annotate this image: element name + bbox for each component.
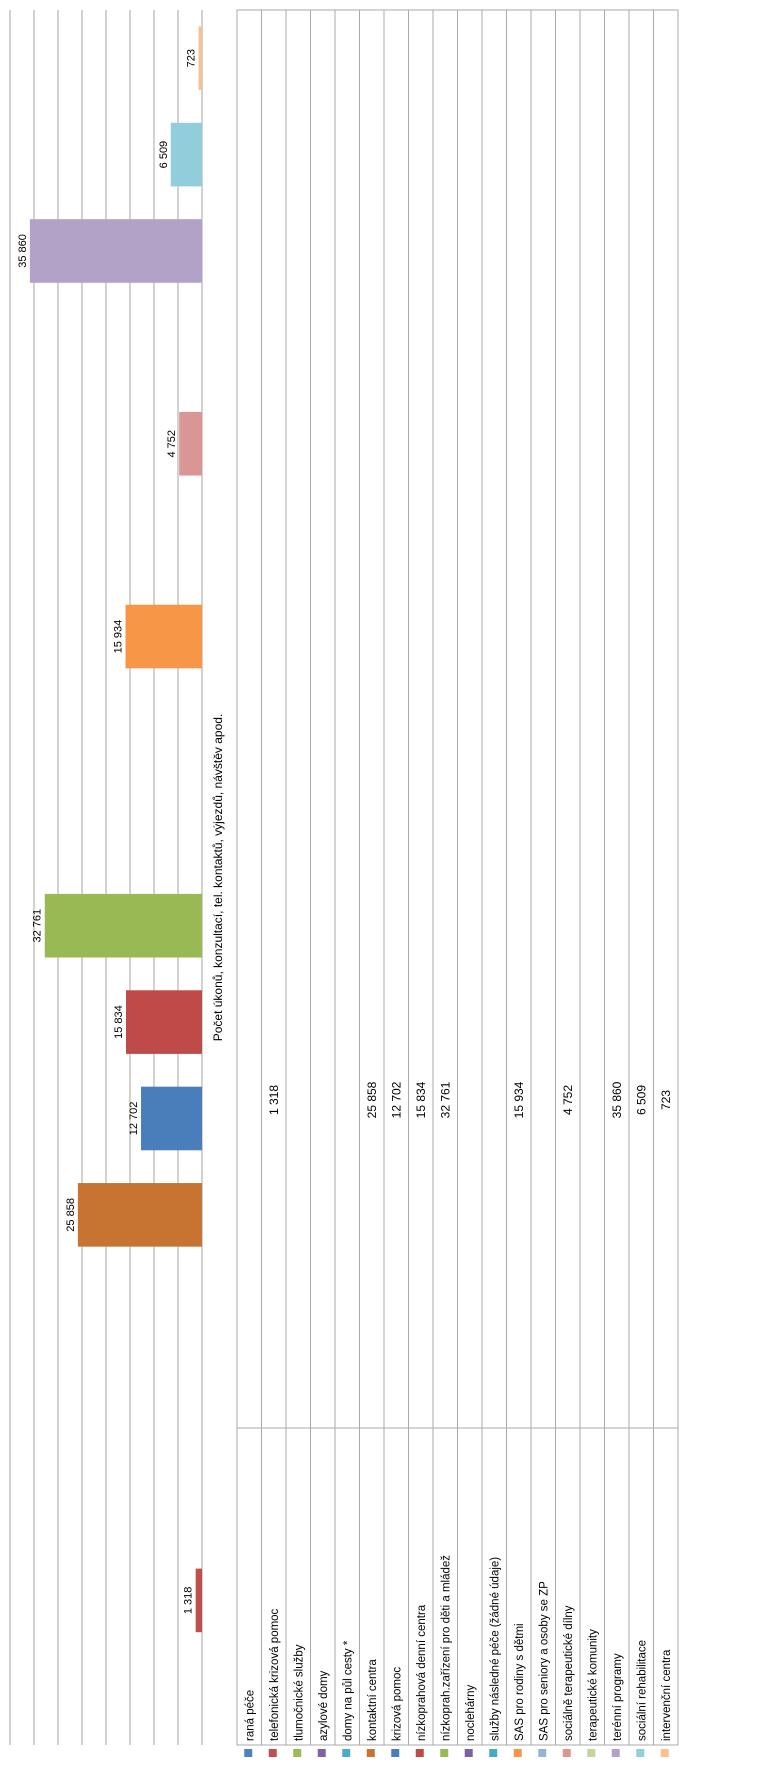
legend-label: SAS pro seniory a osoby se ZP	[538, 1581, 550, 1741]
legend-swatch	[342, 1749, 351, 1757]
bar	[29, 219, 203, 283]
data-label: 25 858	[65, 1198, 77, 1232]
legend-swatch	[513, 1749, 522, 1757]
legend-label: SAS pro rodiny s dětmi	[514, 1623, 526, 1741]
legend-swatch	[611, 1749, 620, 1757]
legend-swatch	[464, 1749, 473, 1757]
legend-swatch	[440, 1749, 449, 1757]
legend-swatch	[268, 1749, 277, 1757]
table-value: 12 702	[389, 1081, 403, 1118]
legend-label: telefonická krizová pomoc	[269, 1608, 281, 1741]
legend-swatch	[317, 1749, 326, 1757]
data-label: 35 860	[17, 234, 29, 268]
bar	[179, 411, 202, 476]
x-axis-title: Počet úkonů, konzultací, tel. kontaktů, …	[211, 714, 225, 1042]
legend-swatch	[244, 1749, 253, 1757]
bar	[170, 122, 202, 187]
bar	[198, 26, 202, 91]
legend-swatch	[538, 1749, 547, 1757]
legend-swatch	[587, 1749, 596, 1757]
legend-swatch	[391, 1749, 400, 1757]
data-label: 32 761	[32, 909, 44, 943]
bar	[125, 990, 202, 1054]
table-value: 15 934	[512, 1081, 526, 1118]
table-value: 1 318	[267, 1085, 281, 1115]
data-label: 12 702	[128, 1102, 140, 1136]
data-label: 723	[186, 49, 198, 67]
bar	[141, 1086, 202, 1151]
table-value: 15 834	[414, 1081, 428, 1118]
legend-swatch	[366, 1749, 375, 1757]
data-label: 1 318	[183, 1587, 195, 1615]
legend-label: tlumočnické služby	[293, 1644, 305, 1741]
table-value: 32 761	[438, 1081, 452, 1118]
legend-label: nízkoprah.zařízení pro děti a mládež	[440, 1555, 452, 1741]
bar	[125, 604, 202, 669]
legend-label: azylové domy	[318, 1670, 330, 1741]
legend-label: terapeutické komunity	[587, 1629, 599, 1741]
legend-swatch	[636, 1749, 645, 1757]
legend-label: kontaktní centra	[367, 1659, 379, 1741]
legend-label: sociálně terapeutické dílny	[563, 1605, 575, 1741]
legend-label: terénní programy	[612, 1653, 624, 1741]
legend-label: noclehárny	[465, 1684, 477, 1741]
bar	[44, 893, 203, 958]
data-label: 6 509	[158, 141, 170, 169]
data-label: 4 752	[166, 430, 178, 458]
table-value: 35 860	[610, 1081, 624, 1118]
table-value: 4 752	[561, 1085, 575, 1115]
legend-swatch	[415, 1749, 424, 1757]
legend-swatch	[562, 1749, 571, 1757]
legend-label: nízkoprahová denní centra	[416, 1604, 428, 1741]
bar	[195, 1568, 202, 1633]
data-label: 15 834	[113, 1005, 125, 1039]
legend-swatch	[489, 1749, 498, 1757]
legend-label: služby následné péče (žádné údaje)	[489, 1557, 501, 1741]
legend-swatch	[293, 1749, 302, 1757]
bar	[77, 1183, 202, 1247]
legend-swatch	[660, 1749, 669, 1757]
legend-label: krizová pomoc	[391, 1667, 403, 1741]
data-label: 15 934	[113, 620, 125, 654]
legend-label: intervenční centra	[661, 1649, 673, 1741]
legend-label: sociální rehabilitace	[636, 1640, 648, 1741]
table-value: 723	[659, 1090, 673, 1110]
legend-label: domy na půl cesty *	[342, 1640, 354, 1741]
legend-label: raná péče	[244, 1690, 256, 1741]
table-value: 25 858	[365, 1081, 379, 1118]
table-value: 6 509	[634, 1085, 648, 1115]
